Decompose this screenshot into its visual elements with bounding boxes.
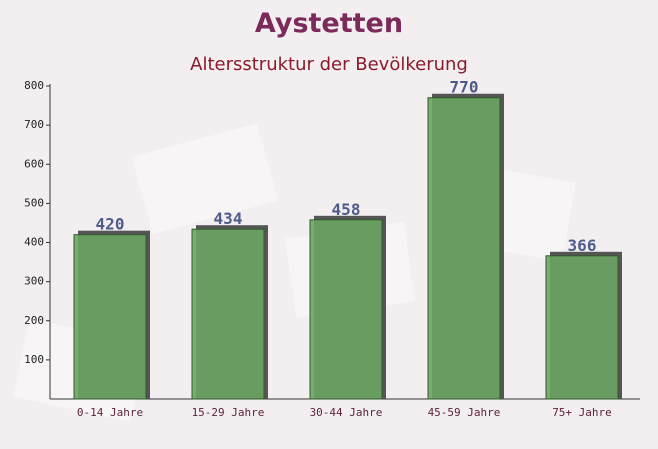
value-label: 770 (450, 78, 479, 97)
bar (191, 228, 265, 400)
value-label: 366 (568, 236, 597, 255)
y-tick-label: 300 (24, 275, 44, 288)
bar (545, 255, 619, 400)
value-label: 434 (214, 209, 243, 228)
x-tick-label: 30-44 Jahre (310, 406, 383, 419)
y-tick-label: 600 (24, 157, 44, 170)
x-tick-label: 15-29 Jahre (192, 406, 265, 419)
value-label: 458 (332, 200, 361, 219)
chart-title: Aystetten (255, 8, 403, 39)
y-tick-label: 100 (24, 353, 44, 366)
y-tick-label: 400 (24, 236, 44, 249)
y-tick-label: 700 (24, 118, 44, 131)
x-tick-label: 0-14 Jahre (77, 406, 143, 419)
chart-subtitle: Altersstruktur der Bevölkerung (190, 54, 468, 75)
bar (427, 97, 501, 400)
y-tick-label: 200 (24, 314, 44, 327)
y-tick-label: 500 (24, 196, 44, 209)
x-tick-label: 45-59 Jahre (428, 406, 501, 419)
x-tick-label: 75+ Jahre (552, 406, 612, 419)
bar (309, 219, 383, 400)
value-label: 420 (96, 215, 125, 234)
bar (73, 234, 147, 400)
y-tick-label: 800 (24, 79, 44, 92)
